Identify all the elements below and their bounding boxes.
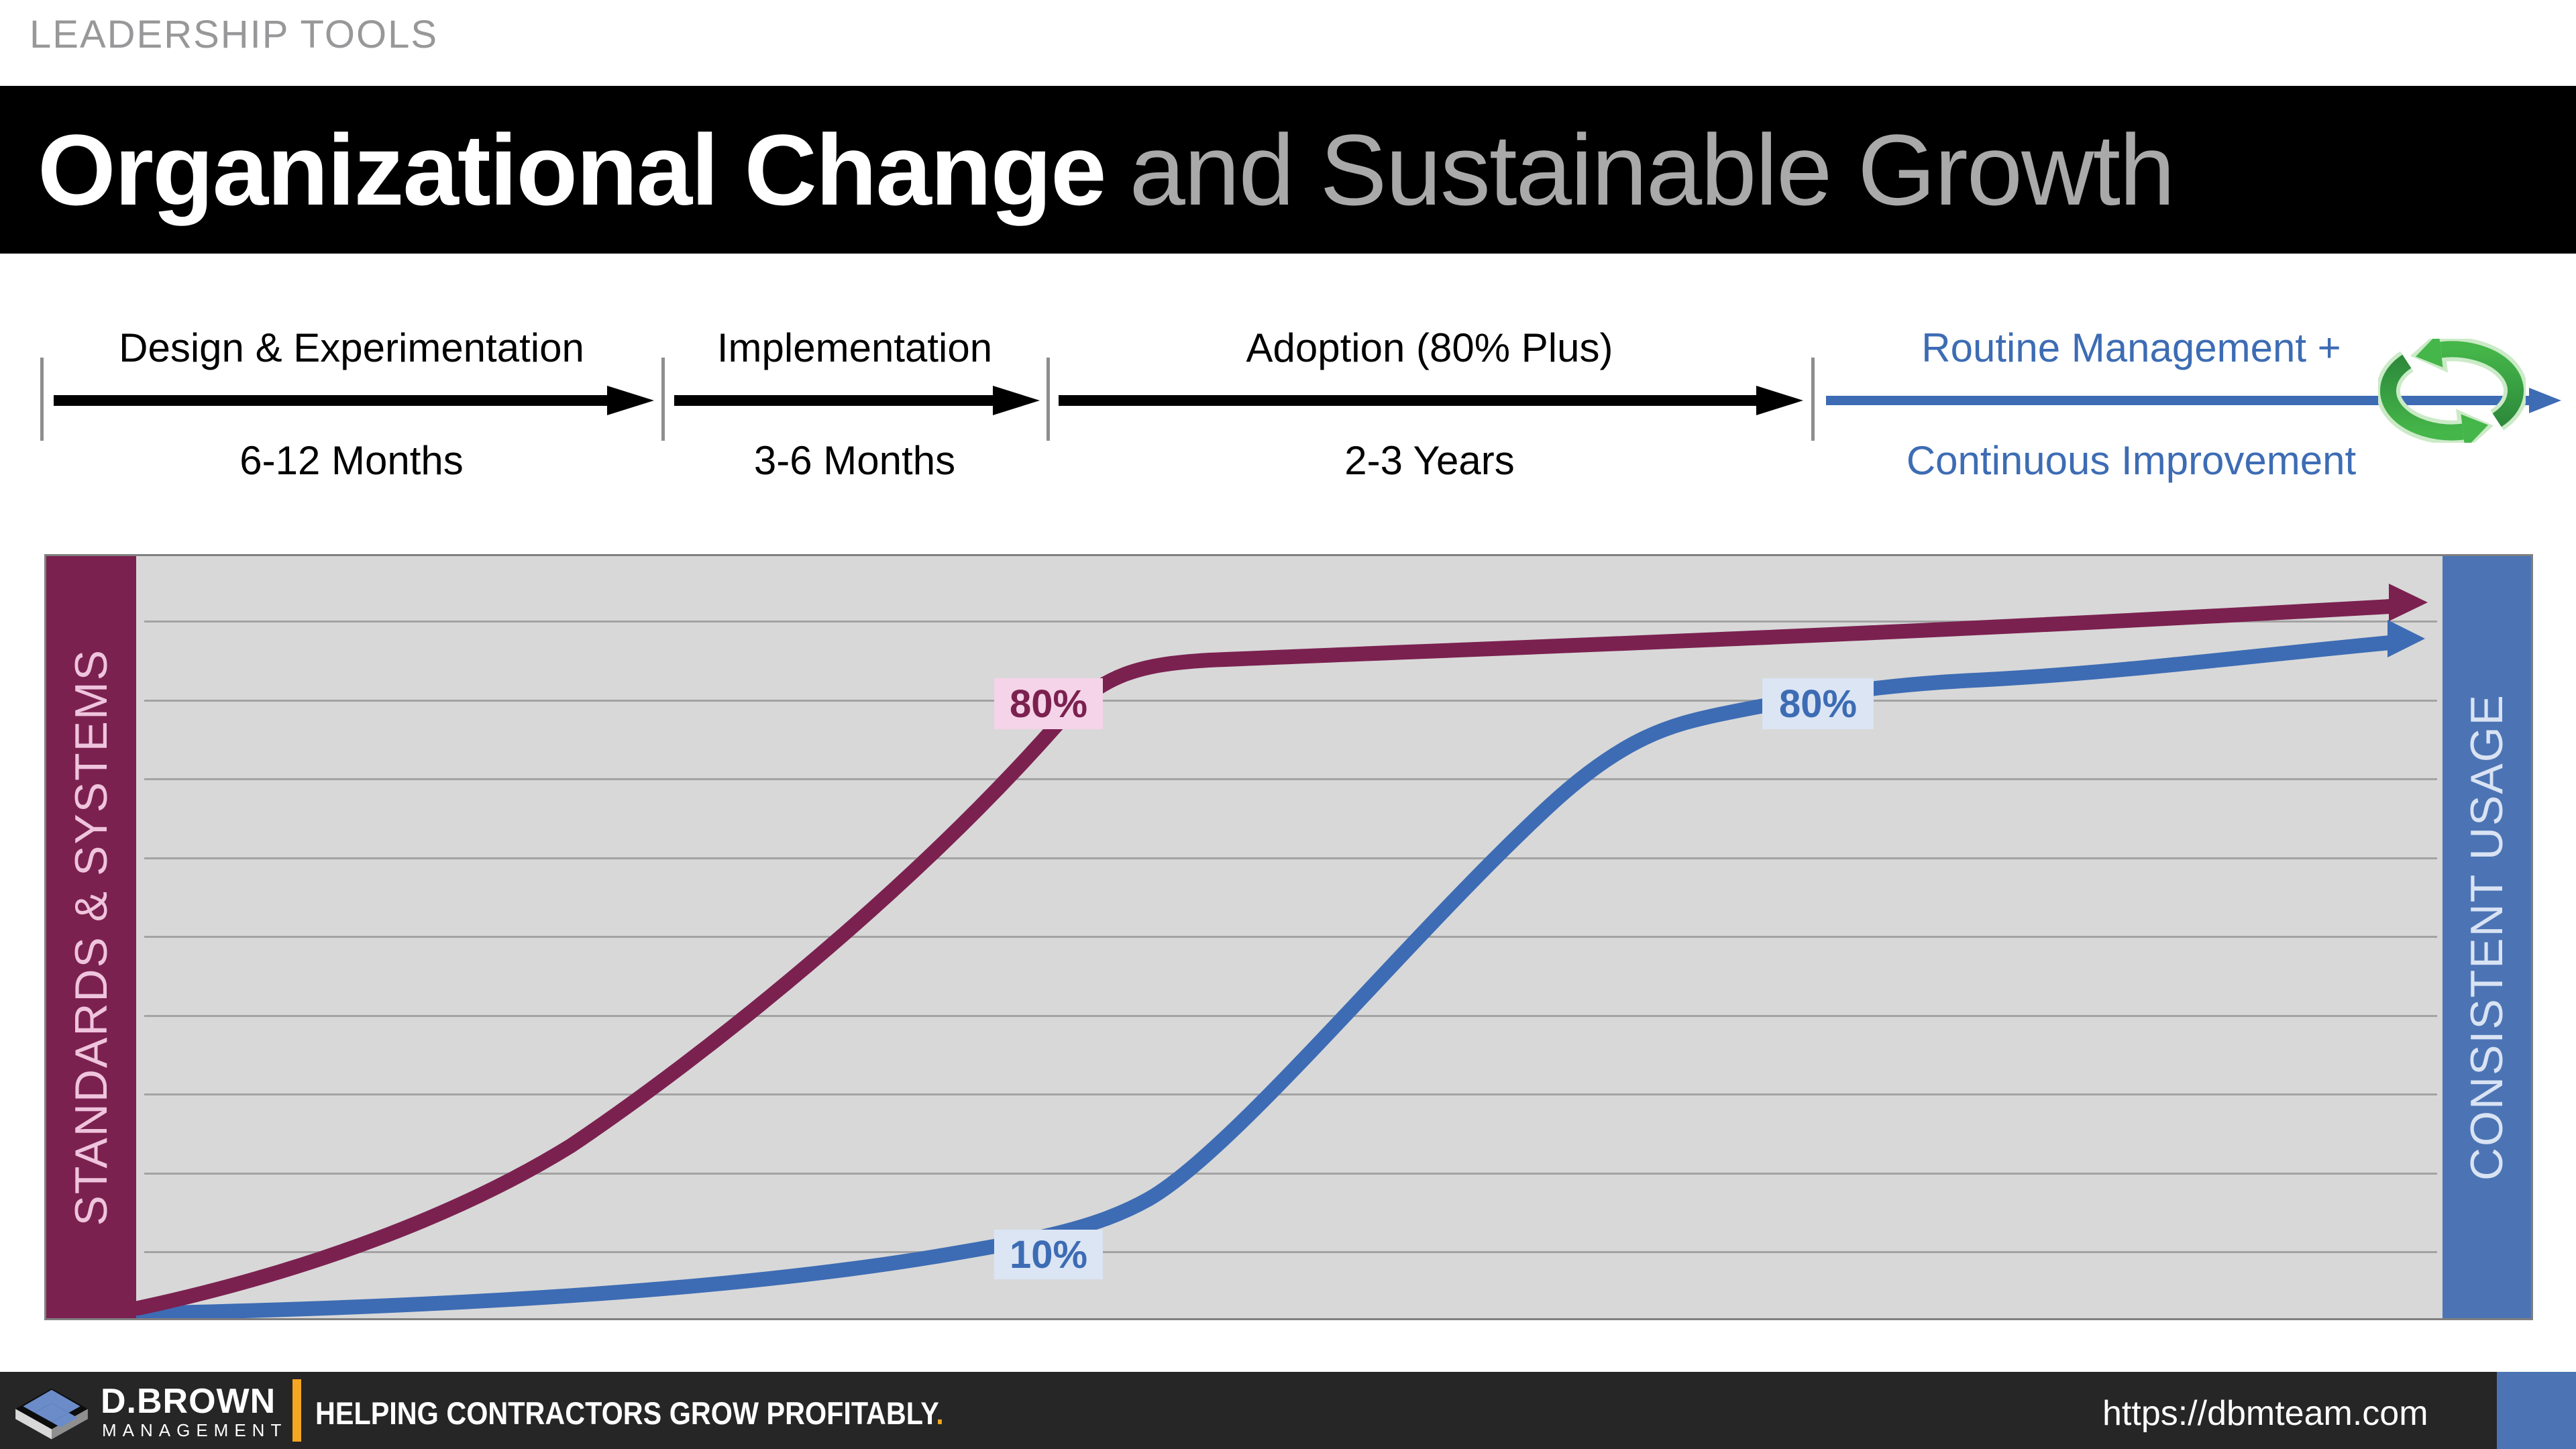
gridline	[144, 1014, 2437, 1017]
phase-label-line2: Continuous Improvement	[1906, 438, 2357, 483]
phase-divider	[1811, 358, 1815, 441]
phase-arrow-line	[674, 395, 993, 406]
dbrown-logo-icon	[15, 1388, 88, 1440]
phase-arrow-head	[1756, 386, 1803, 415]
right-axis-label: CONSISTENT USAGE	[2461, 694, 2512, 1181]
footer-accent-square	[2497, 1372, 2576, 1449]
continuous-improvement-cycle-icon	[2378, 339, 2526, 443]
gridline	[144, 936, 2437, 938]
gridline	[144, 857, 2437, 859]
continuous-improvement-arrow-line	[1826, 396, 2529, 405]
website-url: https://dbmteam.com	[2102, 1394, 2428, 1433]
phase-divider	[40, 358, 44, 441]
right-axis-bar: CONSISTENT USAGE	[2443, 556, 2531, 1318]
phase-arrow-head	[607, 386, 654, 415]
standards-systems-arrow-head	[2389, 584, 2428, 621]
usage-10pct-label: 10%	[994, 1230, 1103, 1279]
tagline: HELPING CONTRACTORS GROW PROFITABLY.	[315, 1395, 944, 1432]
phase-divider	[1046, 358, 1050, 441]
standards-systems-curve	[136, 599, 2398, 1316]
phase-label: Adoption (80% Plus)	[1246, 325, 1613, 370]
phase-duration: 6-12 Months	[239, 438, 464, 483]
gridline	[144, 699, 2437, 702]
phase-arrow-line	[54, 395, 607, 406]
phase-arrow-head	[993, 386, 1040, 415]
eyebrow-label: LEADERSHIP TOOLS	[30, 13, 439, 56]
standards-80pct-label: 80%	[994, 678, 1103, 729]
adoption-s-curve-chart: STANDARDS & SYSTEMS 80% 80% 10% CONSISTE…	[44, 554, 2533, 1320]
tagline-period: .	[936, 1395, 944, 1431]
footer-bar: D.BROWN MANAGEMENT HELPING CONTRACTORS G…	[0, 1372, 2576, 1449]
usage-80pct-label: 80%	[1762, 678, 1874, 729]
phase-label: Implementation	[716, 325, 993, 370]
title-bar: Organizational Change and Sustainable Gro…	[0, 86, 2576, 254]
phase-arrow-line	[1059, 395, 1756, 406]
phase-timeline: Design & Experimentation 6-12 Months Imp…	[0, 295, 2576, 517]
page-subtitle: and Sustainable Growth	[1129, 113, 2176, 226]
left-axis-label: STANDARDS & SYSTEMS	[66, 648, 117, 1226]
brand-name: D.BROWN	[101, 1382, 276, 1421]
consistent-usage-curve	[136, 635, 2398, 1318]
gridline	[144, 621, 2437, 623]
footer-divider	[292, 1379, 301, 1442]
gridline	[144, 1093, 2437, 1095]
phase-duration: 2-3 Years	[1344, 438, 1515, 483]
left-axis-bar: STANDARDS & SYSTEMS	[46, 556, 136, 1318]
curves-canvas	[136, 584, 2428, 1318]
continuous-improvement-arrow-head	[2529, 388, 2561, 413]
page-title: Organizational Change	[38, 113, 1107, 226]
phase-label: Design & Experimentation	[119, 325, 584, 370]
phase-duration: 3-6 Months	[753, 438, 956, 483]
plot-area: 80% 80% 10%	[136, 556, 2443, 1318]
phase-divider	[661, 358, 665, 441]
gridline	[144, 1251, 2437, 1253]
consistent-usage-arrow-head	[2387, 620, 2425, 657]
brand-subtitle: MANAGEMENT	[102, 1420, 288, 1440]
phase-label: Routine Management +	[1921, 325, 2341, 370]
gridline	[144, 778, 2437, 780]
gridline	[144, 1172, 2437, 1175]
tagline-text: HELPING CONTRACTORS GROW PROFITABLY	[315, 1395, 936, 1431]
